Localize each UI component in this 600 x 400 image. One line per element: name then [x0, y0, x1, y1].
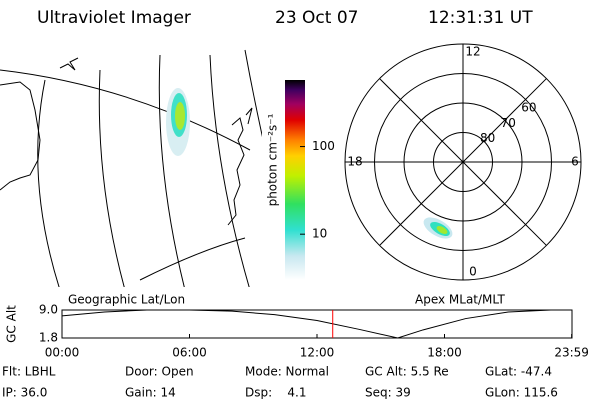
meridian — [244, 49, 262, 138]
title: Ultraviolet Imager — [37, 8, 191, 28]
info-field: Flt: LBHL — [2, 365, 56, 379]
polar-ring — [374, 73, 552, 251]
info-field: Gain: 14 — [125, 386, 176, 400]
info-field: GLat: -47.4 — [485, 365, 552, 379]
polar-plot — [344, 43, 582, 281]
info-field: GLon: 115.6 — [485, 386, 558, 400]
mlt-label: 6 — [571, 155, 579, 169]
date: 23 Oct 07 — [275, 8, 358, 28]
altitude-line — [61, 309, 572, 339]
mlt-label: 0 — [469, 265, 477, 279]
aurora-map — [166, 88, 190, 156]
aurora — [436, 226, 448, 234]
latitude-line — [0, 69, 251, 151]
polar-ring-label: 80 — [480, 131, 495, 145]
aurora — [175, 102, 185, 130]
timeline: 9.0 1.800:00 06:00 12:00 18:00 23:59 — [39, 303, 589, 360]
colorbar-ticks: 10 100 — [300, 139, 335, 241]
latitude-line — [139, 237, 246, 281]
meridian — [98, 69, 125, 287]
polar-label: Apex MLat/MLT — [415, 293, 505, 307]
time: 12:31:31 UT — [428, 8, 533, 28]
polar-ring-label: 70 — [501, 116, 516, 130]
colorbar-tick-label: 100 — [312, 139, 335, 153]
timeline-ylabel: GC Alt — [5, 305, 19, 343]
info: Flt: LBHL Door: Open Mode: Normal GC Alt: 5… — [2, 365, 558, 400]
coastline — [59, 57, 79, 71]
x-tick-label: 00:00 — [45, 346, 80, 360]
meridian — [37, 79, 60, 287]
mlt-label: 18 — [347, 155, 362, 169]
x-tick-label: 12:00 — [300, 346, 335, 360]
colorbar-label: photon cm⁻²s⁻¹ — [266, 113, 280, 206]
info-field: Dsp: 4.1 — [245, 386, 307, 400]
info-field: IP: 36.0 — [2, 386, 47, 400]
meridian — [158, 54, 185, 287]
coastline — [227, 117, 245, 226]
y-tick-label: 9.0 — [39, 303, 58, 317]
coastline — [245, 107, 253, 125]
info-field: Mode: Normal — [245, 365, 329, 379]
polar-ring-label: 60 — [521, 100, 536, 114]
colorbar-tick-label: 10 — [312, 227, 327, 241]
polar-ring — [433, 132, 493, 192]
meridian — [209, 54, 250, 287]
info-field: GC Alt: 5.5 Re — [365, 365, 449, 379]
mlt-label: 12 — [465, 45, 480, 59]
map — [0, 49, 262, 287]
x-tick-label: 18:00 — [427, 346, 462, 360]
x-tick-label: 06:00 — [172, 346, 207, 360]
x-tick-label: 23:59 — [554, 346, 589, 360]
colorbar — [285, 80, 305, 280]
aurora-polar — [423, 217, 453, 239]
info-field: Door: Open — [125, 365, 194, 379]
info-field: Seq: 39 — [365, 386, 411, 400]
polar-ring — [403, 102, 523, 222]
polar-spoke — [379, 78, 547, 246]
y-tick-label: 1.8 — [39, 331, 58, 345]
map-label: Geographic Lat/Lon — [68, 293, 185, 307]
coastline — [0, 81, 41, 191]
